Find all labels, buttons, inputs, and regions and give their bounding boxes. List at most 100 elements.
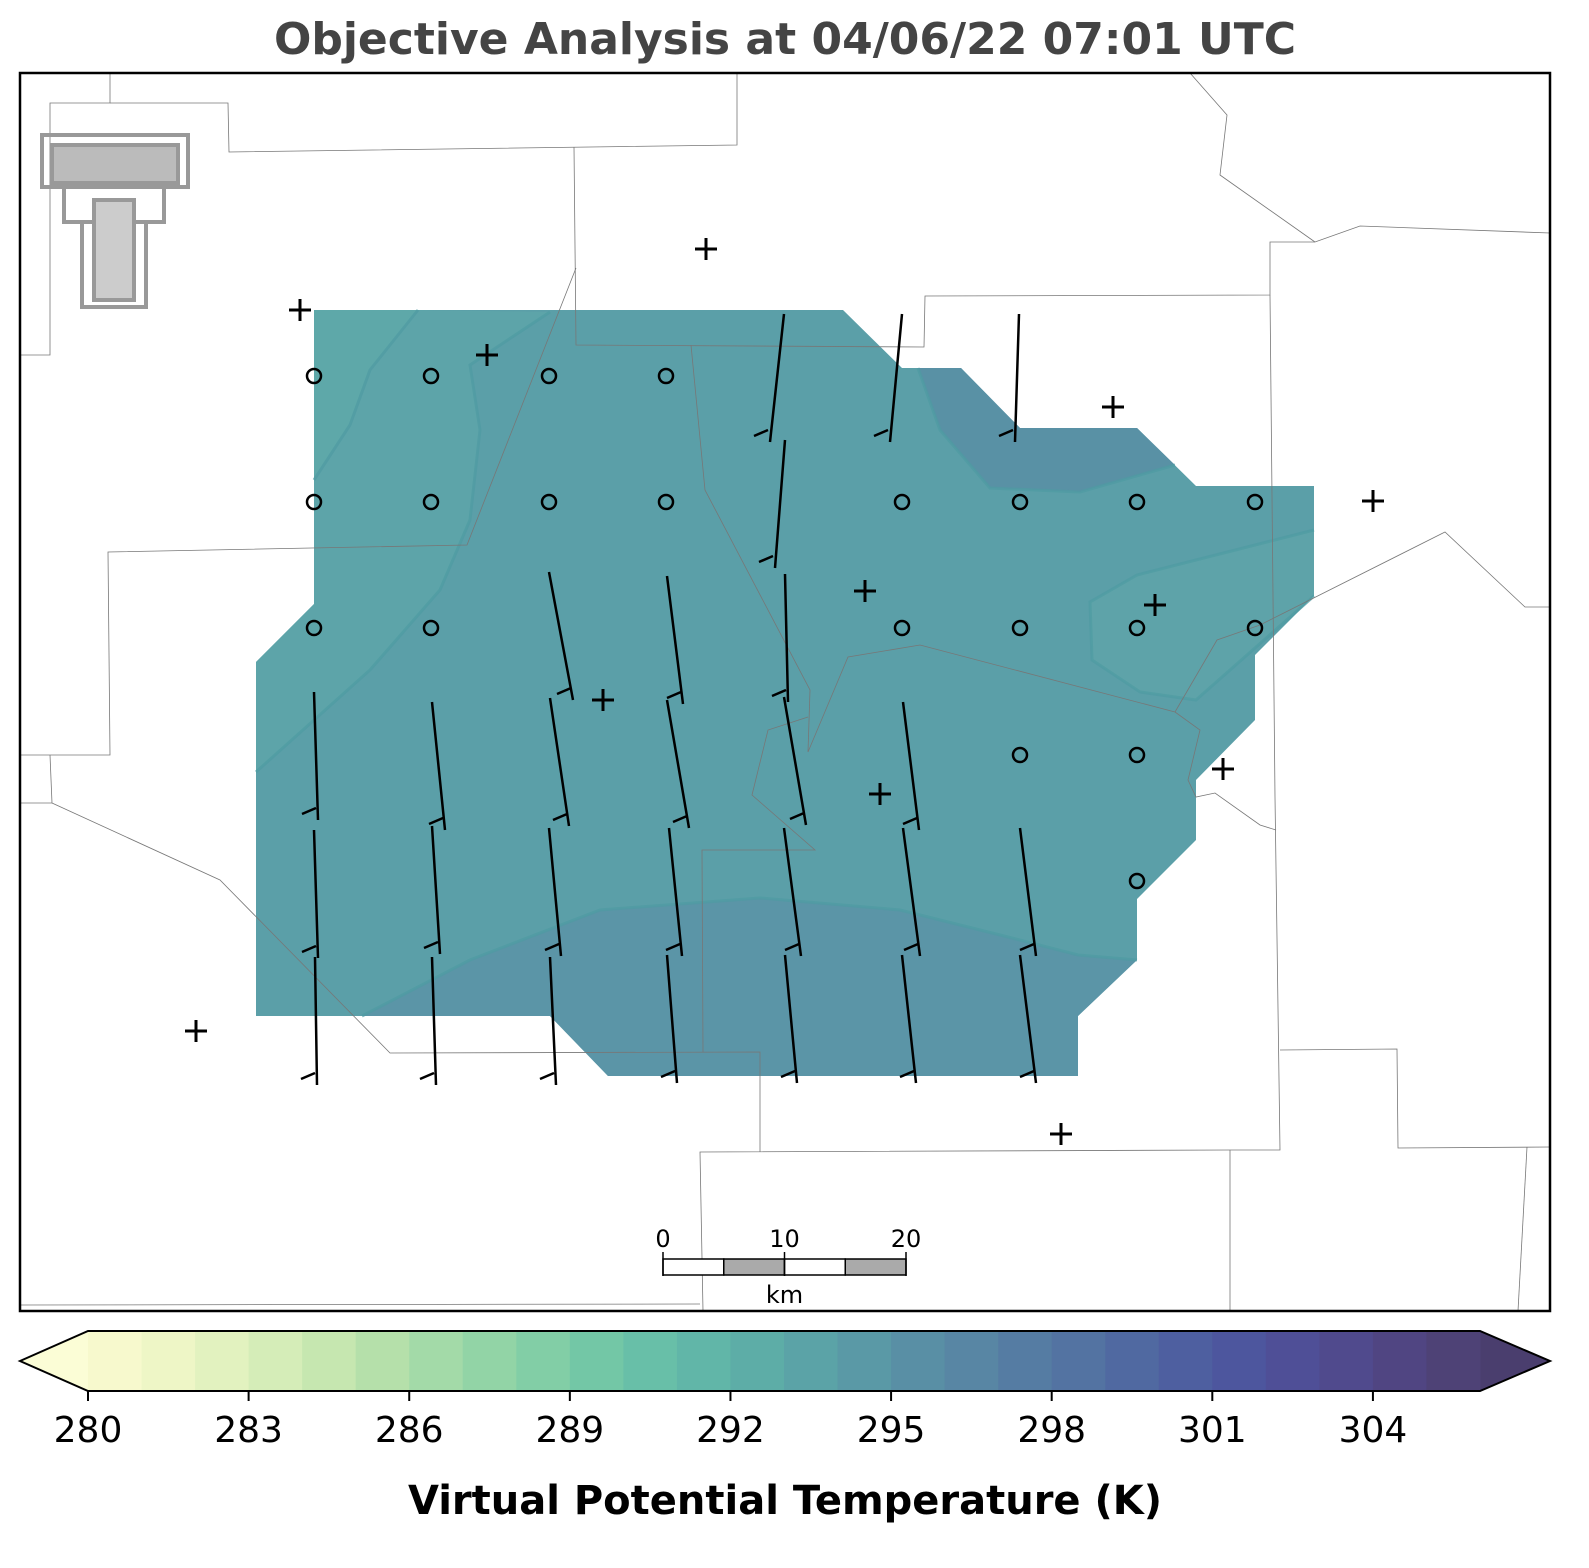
colorbar-over: [1480, 1331, 1550, 1391]
field-fill-light: [256, 310, 550, 772]
wind-barb: [539, 956, 558, 1086]
station-marker: [289, 299, 311, 321]
wind-barb: [901, 827, 922, 957]
colorbar-tick-label: 283: [214, 1410, 283, 1451]
wind-barb: [544, 827, 563, 957]
colorbar-segment: [1372, 1331, 1427, 1391]
colorbar-tick-label: 304: [1339, 1410, 1408, 1451]
colorbar-segment: [1426, 1331, 1481, 1391]
wind-barb: [665, 699, 691, 829]
colorbar-tick-label: 289: [535, 1410, 604, 1451]
colorbar-tick-label: 292: [696, 1410, 765, 1451]
wind-barb: [780, 954, 799, 1084]
colorbar-segment: [302, 1331, 357, 1391]
scale-segment: [844, 1258, 907, 1276]
wind-barb: [998, 313, 1021, 443]
scale-unit: km: [766, 1281, 803, 1309]
colorbar-segment: [1105, 1331, 1160, 1391]
colorbar-label: Virtual Potential Temperature (K): [408, 1478, 1162, 1524]
colorbar-segment: [1158, 1331, 1213, 1391]
scale-tick-label: 0: [655, 1225, 670, 1253]
wind-barb: [301, 691, 320, 821]
contours: [254, 309, 1315, 1018]
calm-wind: [1128, 746, 1146, 764]
wind-barb: [547, 571, 575, 701]
wind-barb: [419, 956, 438, 1086]
colorbar-segment: [730, 1331, 785, 1391]
calm-wind: [893, 619, 911, 637]
calm-wind: [1011, 493, 1029, 511]
observations: [185, 238, 1384, 1145]
wind-barb: [300, 956, 319, 1086]
calm-wind: [422, 619, 440, 637]
colorbar-segment: [462, 1331, 517, 1391]
wind-barb: [782, 696, 808, 826]
calm-wind: [893, 493, 911, 511]
wind-barb: [660, 954, 679, 1084]
station-marker: [476, 344, 498, 366]
colorbar-tick-label: 286: [375, 1410, 444, 1451]
wind-barb: [665, 827, 684, 957]
wind-barb: [428, 701, 447, 831]
colorbar-segment: [141, 1331, 196, 1391]
wind-barb: [873, 313, 904, 443]
calm-wind: [1128, 493, 1146, 511]
colorbar-segment: [1319, 1331, 1374, 1391]
calm-wind: [422, 493, 440, 511]
logo: [40, 133, 190, 309]
calm-wind: [422, 367, 440, 385]
wind-barb: [423, 825, 442, 955]
calm-wind: [305, 619, 323, 637]
field-fill: [256, 310, 1314, 1076]
colorbar-segment: [837, 1331, 892, 1391]
colorbar-segment: [195, 1331, 250, 1391]
station-marker: [1144, 594, 1166, 616]
colorbar-segment: [676, 1331, 731, 1391]
scale-bar: 0 10 20 km: [655, 1225, 921, 1309]
scale-tick-label: 10: [769, 1225, 800, 1253]
wind-barb: [753, 313, 786, 443]
colorbar-segment: [248, 1331, 303, 1391]
calm-wind: [1246, 619, 1264, 637]
station-marker: [854, 580, 876, 602]
calm-wind: [1246, 493, 1264, 511]
wind-barb: [1018, 954, 1038, 1084]
colorbar-segment: [891, 1331, 946, 1391]
colorbar-segment: [944, 1331, 999, 1391]
station-marker: [185, 1020, 207, 1042]
colorbar-tick-label: 301: [1178, 1410, 1247, 1451]
colorbar-segment: [1051, 1331, 1106, 1391]
wind-barb: [758, 439, 787, 569]
station-marker: [1212, 758, 1234, 780]
station-marker: [592, 689, 614, 711]
colorbar-segment: [409, 1331, 464, 1391]
colorbar-tick-label: 298: [1017, 1410, 1086, 1451]
colorbar-segment: [1265, 1331, 1320, 1391]
colorbar-tick-label: 280: [54, 1410, 123, 1451]
calm-wind: [657, 367, 675, 385]
colorbar-segment: [998, 1331, 1053, 1391]
colorbar-segment: [355, 1331, 410, 1391]
title: Objective Analysis at 04/06/22 07:01 UTC: [274, 14, 1296, 65]
colorbar-segment: [88, 1331, 143, 1391]
calm-wind: [540, 493, 558, 511]
colorbar-segment: [1212, 1331, 1267, 1391]
wind-barb: [548, 697, 571, 827]
field-fill-dark: [918, 368, 1175, 492]
station-marker: [1102, 396, 1124, 418]
calm-wind: [657, 493, 675, 511]
colorbar-segment: [784, 1331, 839, 1391]
map-frame: [18, 71, 1552, 1313]
wind-barb: [899, 954, 918, 1084]
scale-tick-label: 20: [891, 1225, 922, 1253]
colorbar-segment: [623, 1331, 678, 1391]
wind-barb: [1018, 827, 1038, 957]
wind-barb: [901, 701, 921, 831]
calm-wind: [540, 367, 558, 385]
wind-barb: [771, 573, 790, 703]
field-fill-light: [1090, 530, 1314, 700]
scale-segment: [723, 1258, 786, 1276]
station-marker: [1362, 490, 1384, 512]
